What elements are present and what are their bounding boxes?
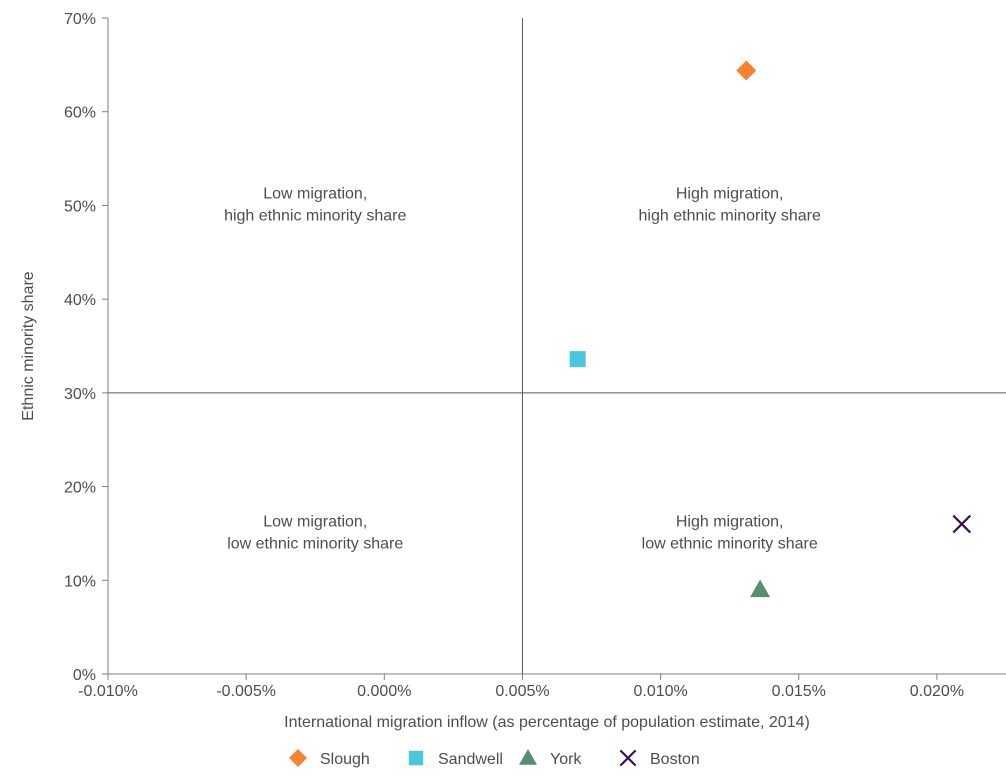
y-tick-label: 0% [73,667,96,684]
x-tick-label: 0.015% [772,683,826,700]
point-york [750,579,771,598]
data-points [569,60,972,598]
legend-label-york: York [550,751,582,768]
quadrant-label-line: high ethnic minority share [224,208,406,225]
point-boston [952,514,972,534]
legend-label-slough: Slough [320,751,370,768]
legend-marker-york [519,749,537,765]
cross-stroke [619,749,637,767]
quadrant-label: Low migration, high ethnic minority share [224,186,406,225]
quadrant-label-line: low ethnic minority share [642,536,818,553]
quadrant-label: High migration, low ethnic minority share [642,514,818,553]
legend: Slough Sandwell York Boston [289,749,700,768]
legend-label-sandwell: Sandwell [438,751,503,768]
x-axis-title: International migration inflow (as perce… [284,714,810,731]
quadrant-label: High migration, high ethnic minority shar… [639,186,821,225]
x-tick-label: -0.005% [216,683,276,700]
y-tick-label: 20% [64,480,96,497]
axes: 0% 10% 20% 30% 40% 50% 60% 70% -0.010% -0.005% 0.0… [64,11,1006,700]
point-slough [736,60,757,81]
quadrant-label: Low migration, low ethnic minority share [227,514,403,553]
quadrant-label-line: Low migration, [263,514,367,531]
quadrant-label-line: Low migration, [263,186,367,203]
quadrant-label-line: low ethnic minority share [227,536,403,553]
x-tick-label: 0.010% [633,683,687,700]
x-tick-label: 0.005% [495,683,549,700]
point-sandwell [569,351,586,368]
y-tick-label: 10% [64,573,96,590]
y-tick-label: 50% [64,198,96,215]
quadrant-label-line: high ethnic minority share [639,208,821,225]
y-tick-label: 60% [64,105,96,122]
y-tick-label: 30% [64,386,96,403]
legend-marker-boston [619,749,637,767]
quadrant-labels: Low migration, high ethnic minority share… [224,186,821,553]
y-tick-label: 40% [64,292,96,309]
legend-marker-sandwell [408,750,424,766]
legend-label-boston: Boston [650,751,700,768]
y-tick-label: 70% [64,11,96,28]
quadrant-label-line: High migration, [676,186,784,203]
quadrant-label-line: High migration, [676,514,784,531]
x-tick-label: -0.010% [78,683,138,700]
x-tick-label: 0.000% [357,683,411,700]
legend-marker-slough [289,749,307,767]
quadrant-dividers [108,18,1006,674]
cross-stroke [952,514,972,534]
y-axis-title: Ethnic minority share [20,271,37,420]
x-tick-label: 0.020% [910,683,964,700]
